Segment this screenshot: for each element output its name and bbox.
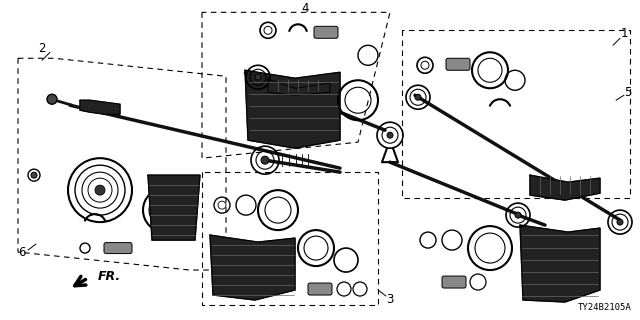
Polygon shape — [530, 175, 600, 200]
Circle shape — [31, 172, 37, 178]
FancyBboxPatch shape — [446, 58, 470, 70]
FancyBboxPatch shape — [442, 276, 466, 288]
Circle shape — [47, 94, 57, 104]
Polygon shape — [210, 235, 295, 300]
Polygon shape — [245, 70, 340, 148]
Polygon shape — [80, 100, 120, 114]
Circle shape — [415, 94, 421, 100]
FancyBboxPatch shape — [308, 283, 332, 295]
Polygon shape — [268, 79, 330, 95]
Circle shape — [95, 185, 105, 195]
Circle shape — [387, 132, 393, 138]
Circle shape — [255, 74, 261, 80]
FancyBboxPatch shape — [104, 243, 132, 253]
FancyBboxPatch shape — [314, 26, 338, 38]
Polygon shape — [520, 225, 600, 302]
Text: 5: 5 — [624, 86, 632, 99]
Text: TY24B2105A: TY24B2105A — [579, 303, 632, 312]
Text: 4: 4 — [301, 2, 308, 15]
Polygon shape — [148, 175, 200, 240]
Circle shape — [515, 212, 521, 218]
Text: 2: 2 — [38, 42, 45, 55]
Text: 3: 3 — [387, 292, 394, 306]
Text: FR.: FR. — [98, 269, 121, 283]
Text: 6: 6 — [19, 245, 26, 259]
Circle shape — [617, 219, 623, 225]
Circle shape — [261, 156, 269, 164]
Text: 1: 1 — [620, 27, 628, 40]
